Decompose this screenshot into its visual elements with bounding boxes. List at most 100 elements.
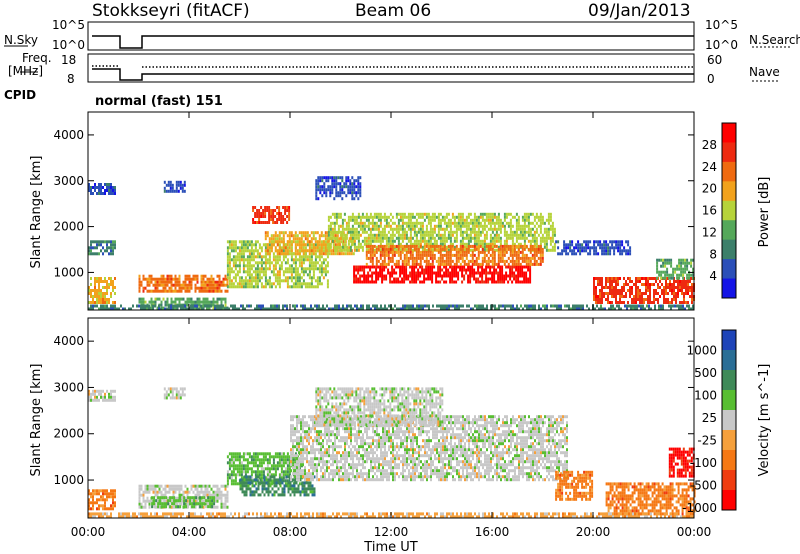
- data-cell: [128, 307, 130, 311]
- data-cell: [288, 234, 291, 238]
- data-cell: [318, 304, 320, 308]
- data-cell: [357, 188, 360, 192]
- data-cell: [419, 271, 422, 275]
- data-cell: [264, 276, 267, 280]
- data-cell: [288, 276, 291, 280]
- data-cell: [268, 215, 271, 218]
- data-cell: [171, 186, 174, 190]
- data-cell: [361, 221, 364, 225]
- data-cell: [316, 285, 319, 289]
- data-cell: [395, 224, 398, 228]
- data-cell: [437, 274, 440, 278]
- data-cell: [357, 239, 360, 243]
- data-cell: [321, 185, 324, 189]
- data-cell: [487, 218, 490, 222]
- data-cell: [517, 259, 520, 263]
- data-cell: [497, 277, 500, 281]
- data-cell: [473, 259, 476, 263]
- data-cell: [306, 255, 309, 259]
- data-cell: [232, 240, 235, 244]
- data-cell: [282, 215, 285, 218]
- data-cell: [264, 246, 267, 250]
- data-cell: [479, 239, 482, 243]
- data-cell: [335, 194, 338, 198]
- data-cell: [385, 247, 388, 251]
- data-cell: [413, 274, 416, 278]
- data-cell: [351, 224, 354, 228]
- data-cell: [298, 237, 301, 241]
- data-cell: [252, 264, 255, 268]
- data-cell: [503, 239, 506, 243]
- data-cell: [92, 301, 94, 304]
- data-cell: [300, 255, 303, 259]
- data-cell: [98, 192, 100, 195]
- data-cell: [320, 246, 323, 250]
- data-cell: [185, 505, 188, 509]
- data-cell: [302, 243, 305, 247]
- data-cell: [350, 307, 352, 311]
- data-cell: [268, 206, 271, 209]
- data-cell: [183, 189, 186, 193]
- data-cell: [258, 221, 261, 224]
- data-cell: [381, 271, 384, 275]
- freq-right-tick-top: 60: [707, 53, 723, 67]
- data-cell: [499, 221, 502, 225]
- data-cell: [379, 230, 382, 234]
- data-cell: [258, 304, 260, 308]
- data-cell: [421, 245, 424, 249]
- data-cell: [234, 258, 237, 262]
- data-cell: [302, 307, 304, 311]
- data-cell: [290, 240, 293, 244]
- data-cell: [491, 253, 494, 257]
- data-cell: [286, 249, 289, 253]
- data-cell: [224, 493, 227, 497]
- data-cell: [486, 307, 488, 311]
- data-cell: [290, 231, 293, 235]
- data-cell: [355, 194, 358, 198]
- data-cell: [92, 295, 94, 298]
- data-cell: [220, 484, 223, 488]
- data-cell: [429, 239, 432, 243]
- data-cell: [373, 224, 376, 228]
- data-cell: [226, 307, 228, 311]
- data-cell: [421, 253, 424, 257]
- data-cell: [322, 258, 325, 262]
- data-cell: [90, 186, 92, 189]
- data-cell: [102, 304, 104, 308]
- data-cell: [298, 285, 301, 289]
- data-cell: [541, 239, 544, 243]
- data-cell: [272, 255, 275, 259]
- data-cell: [194, 277, 197, 281]
- data-cell: [543, 239, 546, 243]
- data-cell: [545, 227, 548, 231]
- data-cell: [268, 221, 271, 224]
- data-cell: [339, 182, 342, 186]
- data-cell: [333, 197, 336, 201]
- data-cell: [465, 224, 468, 228]
- data-cell: [409, 256, 412, 260]
- data-cell: [252, 243, 255, 247]
- data-cell: [268, 255, 271, 259]
- data-cell: [664, 264, 667, 268]
- data-cell: [481, 274, 484, 278]
- data-cell: [90, 189, 92, 192]
- data-cell: [110, 292, 112, 295]
- data-cell: [439, 218, 442, 222]
- data-cell: [232, 243, 235, 247]
- data-cell: [458, 304, 460, 308]
- data-cell: [333, 248, 336, 252]
- data-cell: [294, 307, 296, 311]
- data-cell: [164, 280, 167, 284]
- data-cell: [98, 189, 100, 192]
- data-cell: [114, 189, 116, 192]
- data-cell: [329, 236, 332, 240]
- data-cell: [222, 280, 225, 284]
- data-cell: [646, 304, 648, 308]
- data-cell: [381, 280, 384, 284]
- data-cell: [169, 496, 172, 500]
- data-cell: [403, 227, 406, 231]
- data-cell: [381, 268, 384, 272]
- data-cell: [679, 301, 681, 304]
- data-cell: [479, 224, 482, 228]
- data-cell: [158, 277, 161, 281]
